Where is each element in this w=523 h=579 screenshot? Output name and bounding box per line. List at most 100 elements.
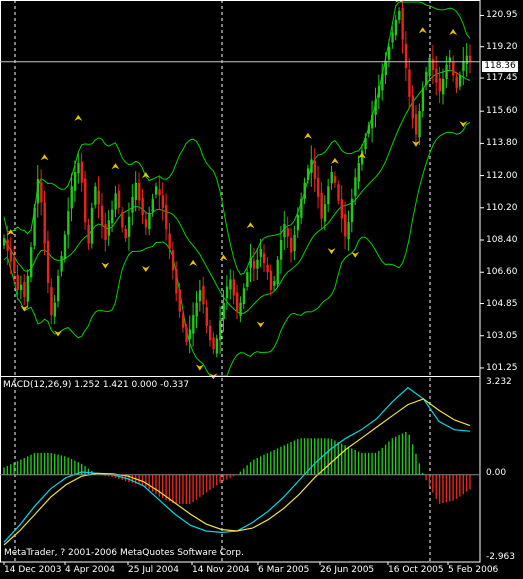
candle-body	[121, 212, 124, 228]
candle-body	[117, 190, 121, 208]
candle-body	[313, 160, 317, 180]
candle-body	[445, 64, 448, 79]
candle-body	[391, 32, 394, 43]
fractal-down-arrow	[411, 140, 420, 147]
fractal-up-arrow	[141, 172, 150, 179]
candle-body	[408, 69, 411, 97]
fractal-up-arrow	[449, 29, 458, 35]
price-axis-label: 115.60	[486, 106, 518, 117]
bollinger-lower	[3, 121, 471, 377]
candle-body	[30, 247, 33, 278]
candle-body	[273, 281, 276, 286]
candle-body	[421, 87, 425, 112]
candle-body	[414, 114, 418, 135]
candle-body	[252, 260, 256, 269]
candle-body	[70, 186, 73, 209]
candle-body	[94, 186, 97, 205]
fractal-down-arrow	[20, 305, 29, 312]
price-axis-label: 117.45	[486, 73, 518, 84]
price-axis-label: 119.20	[486, 41, 518, 52]
candle-body	[53, 302, 57, 317]
candle-body	[97, 190, 100, 205]
candles	[3, 0, 472, 358]
macd-axis-min: -2.963	[486, 552, 516, 562]
candle-body	[323, 204, 327, 222]
candle-body	[16, 275, 19, 291]
candle-body	[330, 172, 333, 184]
candle-body	[185, 327, 188, 342]
candle-body	[73, 172, 77, 191]
candle-body	[367, 125, 371, 134]
price-axis-label: 110.20	[486, 202, 518, 213]
candle-body	[236, 292, 239, 312]
candle-body	[80, 161, 84, 183]
candle-body	[350, 198, 354, 223]
candle-body	[259, 248, 263, 257]
candle-body	[84, 178, 87, 223]
candle-body	[13, 257, 16, 273]
candle-body	[63, 234, 67, 259]
candle-body	[448, 57, 452, 62]
candle-body	[100, 205, 104, 226]
candle-body	[3, 238, 6, 246]
candle-body	[418, 111, 421, 138]
date-axis-label: 25 Jul 2004	[128, 565, 179, 575]
fractal-up-arrow	[330, 157, 339, 164]
fractal-down-arrow	[141, 266, 150, 273]
fractal-up-arrow	[189, 259, 198, 266]
candle-body	[67, 211, 70, 235]
date-axis-label: 16 Oct 2005	[388, 565, 444, 575]
fractal-up-arrow	[111, 163, 120, 170]
candle-body	[60, 256, 63, 272]
fractal-down-arrow	[327, 248, 336, 255]
candle-body	[394, 19, 398, 36]
candle-body	[428, 57, 431, 77]
candle-body	[354, 177, 357, 196]
price-axis-label: 108.40	[486, 235, 518, 245]
macd-axis-max: 3.232	[486, 377, 512, 387]
signal-line	[3, 398, 471, 546]
fractal-down-arrow	[101, 262, 110, 269]
macd-axis-zero: 0.00	[486, 468, 507, 478]
candle-body	[249, 257, 252, 268]
candle-body	[337, 184, 340, 201]
candle-body	[154, 186, 158, 195]
bollinger-upper	[3, 1, 471, 275]
candle-body	[219, 320, 222, 340]
candle-body	[9, 249, 13, 262]
candle-body	[222, 302, 225, 320]
candle-body	[205, 307, 209, 326]
candle-body	[141, 197, 144, 215]
candle-body	[283, 223, 286, 238]
candle-body	[404, 43, 408, 69]
candle-body	[286, 228, 290, 237]
candle-body	[90, 207, 94, 244]
candle-body	[46, 240, 50, 283]
candle-body	[357, 163, 360, 182]
candle-body	[225, 286, 229, 299]
plot-border	[0, 0, 481, 563]
fractal-up-arrow	[74, 114, 83, 121]
fractal-up-arrow	[303, 132, 312, 139]
candle-body	[134, 182, 138, 200]
candle-body	[296, 214, 300, 231]
candle-body	[300, 198, 303, 218]
candle-body	[208, 325, 212, 341]
candle-body	[327, 186, 330, 205]
fractals	[6, 0, 468, 380]
candle-body	[165, 204, 168, 230]
candle-body	[111, 209, 114, 224]
current-price-label: 118.36	[482, 61, 518, 72]
candle-body	[263, 253, 266, 264]
candle-body	[455, 76, 458, 88]
fractal-down-arrow	[459, 121, 468, 128]
candle-body	[36, 179, 40, 204]
candle-body	[425, 71, 428, 86]
chart-frame	[0, 0, 484, 565]
candle-body	[431, 58, 435, 70]
candle-body	[381, 73, 384, 91]
candle-body	[242, 288, 246, 305]
candle-body	[465, 55, 469, 64]
candle-body	[202, 285, 205, 305]
candle-body	[50, 287, 53, 316]
